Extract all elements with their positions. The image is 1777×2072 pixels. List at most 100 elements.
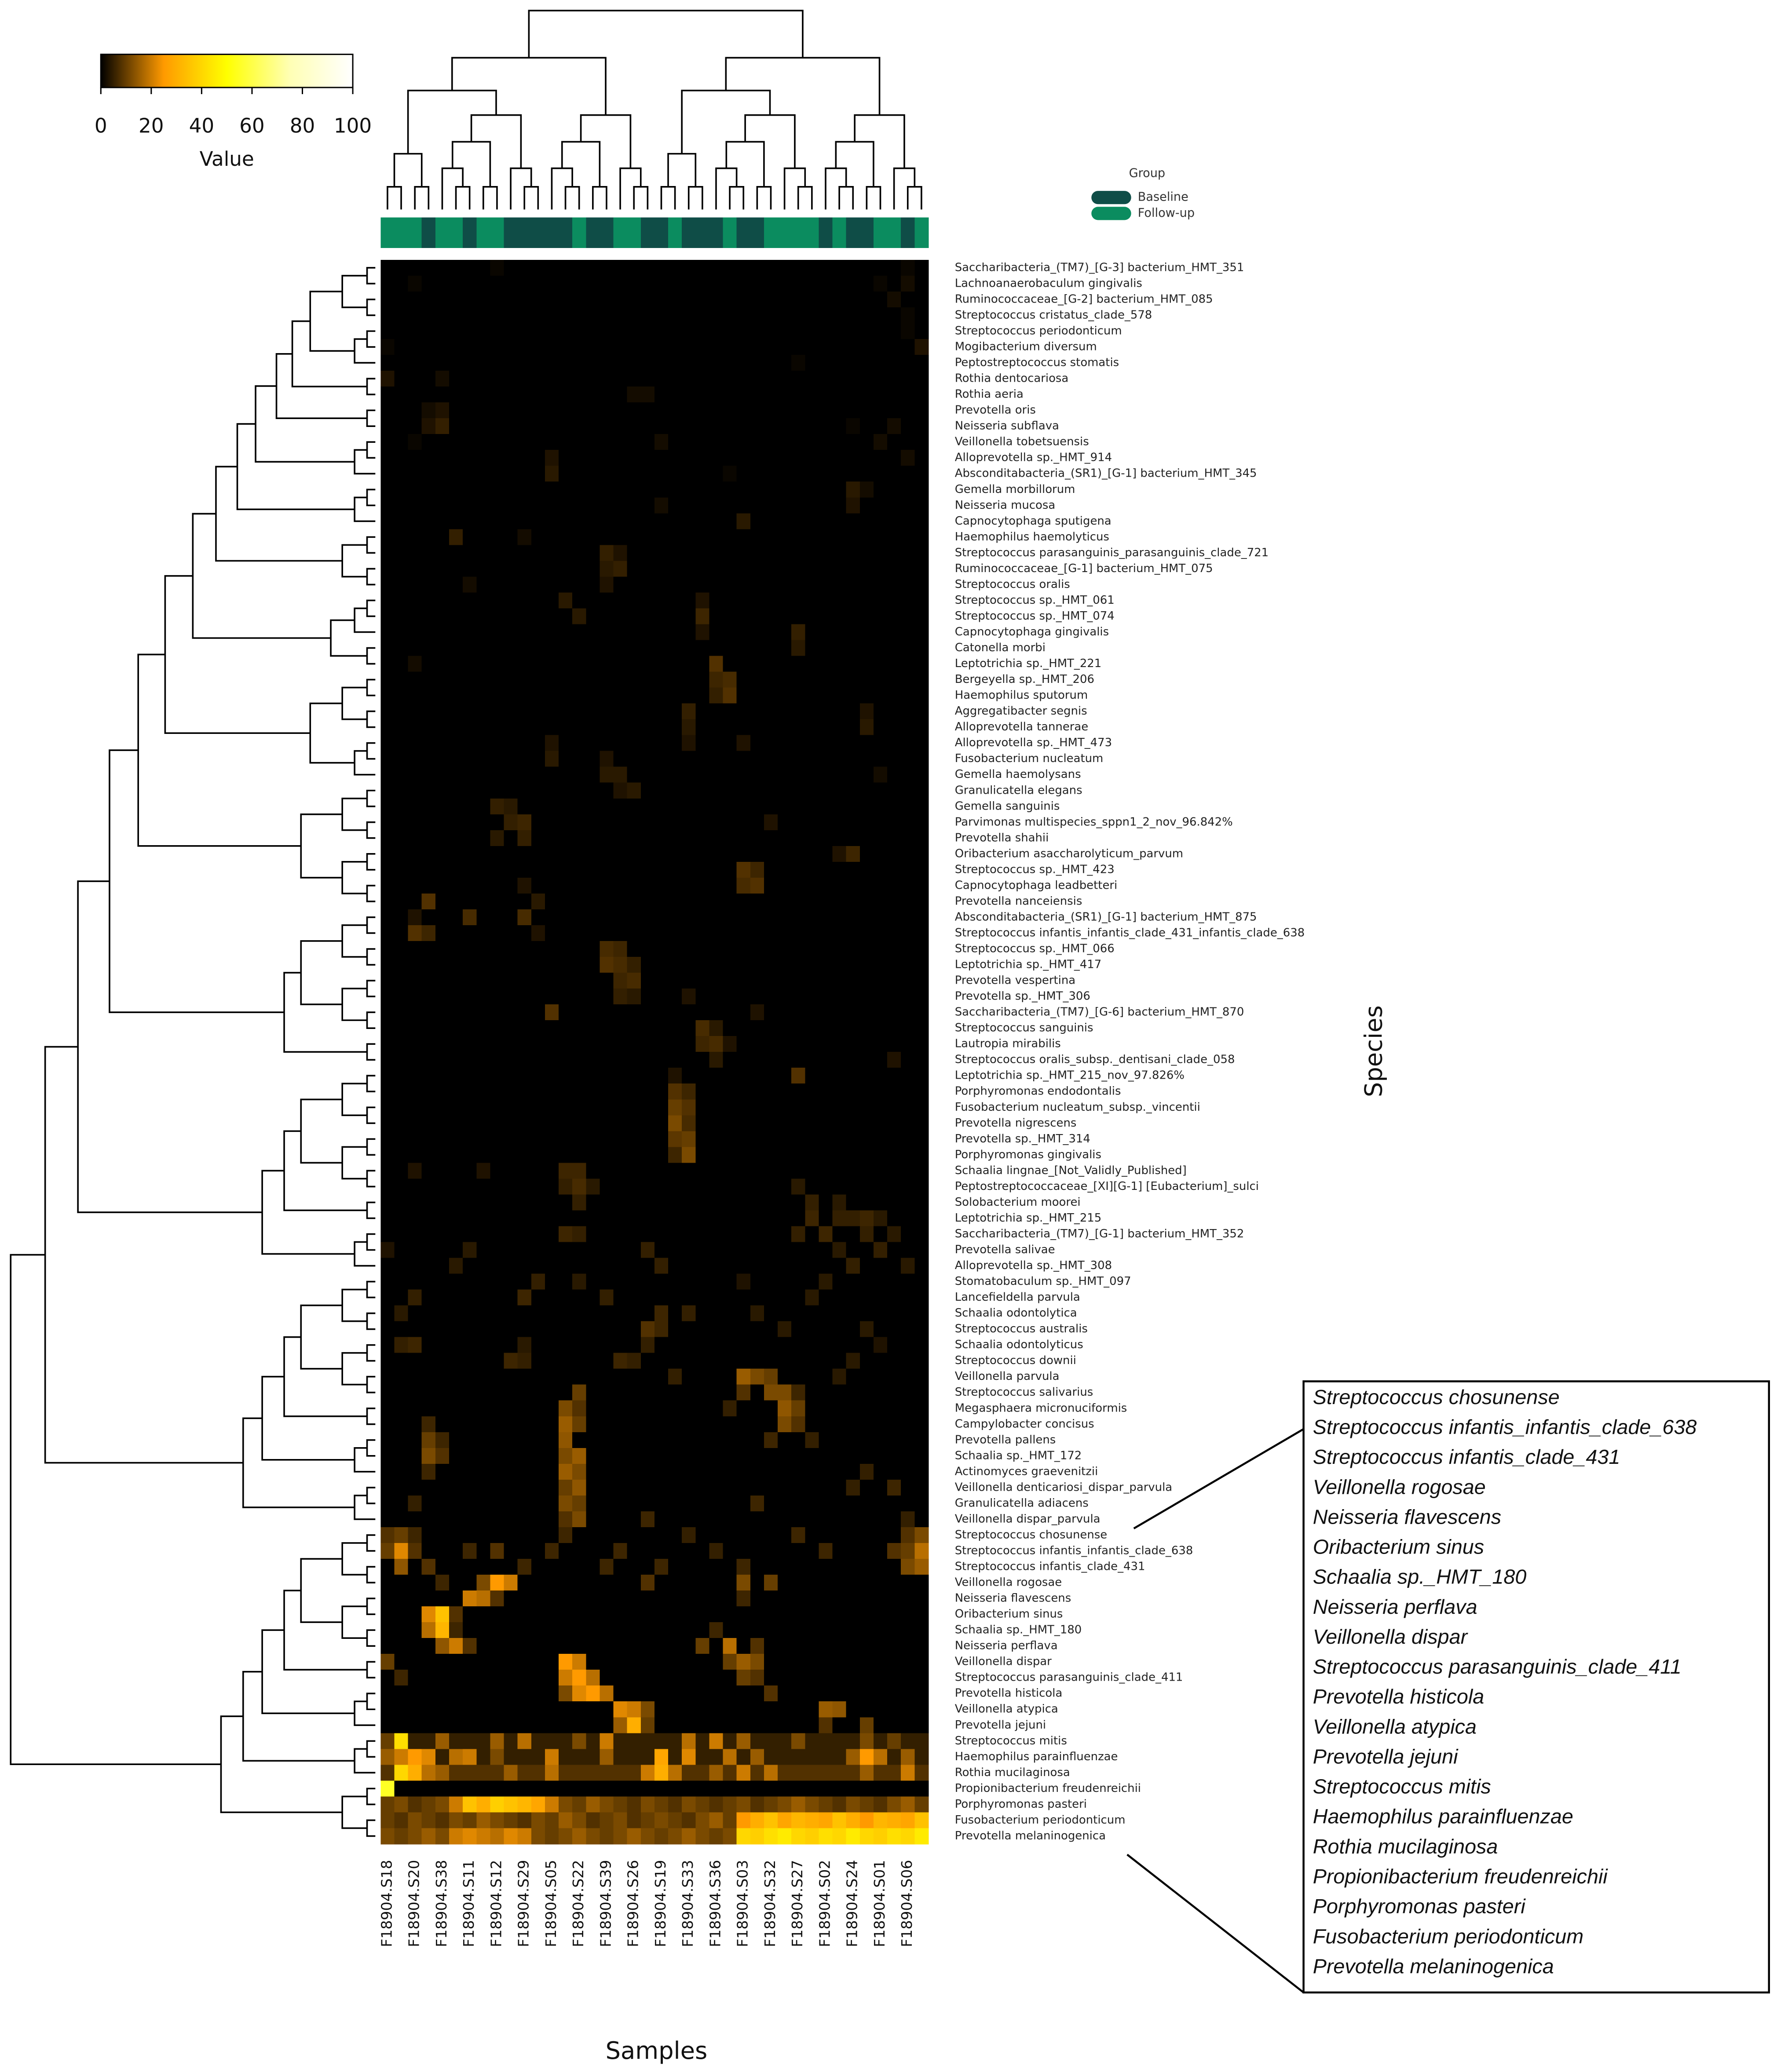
heatmap-cell [600,1273,614,1290]
heatmap-cell [463,735,477,751]
heatmap-cell [914,687,929,704]
heatmap-cell [750,1606,765,1623]
heatmap-cell [668,656,683,672]
heatmap-cell [914,798,929,815]
heatmap-cell [778,1511,792,1528]
heatmap-cell [640,1765,655,1781]
heatmap-cell [613,1384,628,1401]
heatmap-cell [873,1543,888,1560]
heatmap-cell [791,909,806,926]
heatmap-cell [750,1796,765,1813]
heatmap-cell [668,259,683,277]
heatmap-cell [640,973,655,989]
heatmap-cell [627,766,641,783]
heatmap-cell [859,339,874,356]
heatmap-cell [545,323,559,340]
heatmap-cell [695,592,710,609]
heatmap-cell [421,1685,436,1702]
heatmap-cell [668,291,683,308]
heatmap-cell [572,1654,587,1671]
dendrogram-branch [667,153,697,187]
heatmap-cell [640,1305,655,1322]
heatmap-cell [435,1527,450,1544]
heatmap-cell [380,307,395,324]
heatmap-cell [832,402,847,419]
heatmap-cell [640,450,655,467]
species-label: Veillonella dispar_parvula [955,1512,1101,1525]
dendrogram-branch [366,1201,376,1219]
heatmap-cell [778,1083,792,1100]
heatmap-cell [600,1622,614,1639]
heatmap-cell [394,1606,409,1623]
heatmap-cell [832,1432,847,1449]
heatmap-cell [408,1273,422,1290]
heatmap-cell [517,671,532,688]
heatmap-cell [545,259,559,277]
heatmap-cell [914,545,929,562]
heatmap-cell [682,434,696,451]
heatmap-cell [394,1004,409,1021]
heatmap-cell [778,402,792,419]
dendrogram-branch [366,489,376,507]
heatmap-cell [859,1828,874,1845]
dendrogram-branch [366,1661,376,1679]
heatmap-cell [504,371,518,387]
heatmap-cell [408,1258,422,1274]
heatmap-cell [778,497,792,514]
heatmap-cell [873,1670,888,1686]
heatmap-cell [421,1226,436,1243]
heatmap-cell [901,339,915,356]
heatmap-cell [559,1226,573,1243]
heatmap-cell [695,751,710,767]
heatmap-cell [517,1416,532,1433]
heatmap-cell [805,925,819,942]
heatmap-cell [435,1115,450,1132]
heatmap-cell [449,275,464,292]
heatmap-cell [408,387,422,403]
heatmap-cell [463,1559,477,1576]
heatmap-cell [846,925,861,942]
heatmap-cell [901,1068,915,1084]
heatmap-cell [531,466,546,482]
heatmap-cell [819,529,833,546]
heatmap-cell [449,1590,464,1607]
heatmap-cell [654,1400,669,1417]
heatmap-cell [559,735,573,751]
heatmap-cell [572,1780,587,1797]
heatmap-cell [723,1828,737,1845]
heatmap-cell [640,1131,655,1148]
heatmap-cell [736,1717,751,1734]
species-label: Fusobacterium periodonticum [955,1813,1126,1827]
heatmap-cell [846,1796,861,1813]
heatmap-cell [668,719,683,736]
heatmap-cell [723,1432,737,1449]
heatmap-cell [832,1575,847,1591]
dendrogram-branch [366,1787,376,1806]
species-label: Gemella haemolysans [955,768,1081,781]
heatmap-cell [380,450,395,467]
heatmap-cell [449,1163,464,1179]
heatmap-cell [832,434,847,451]
heatmap-cell [832,624,847,641]
heatmap-cell [764,482,779,498]
heatmap-cell [517,1321,532,1338]
heatmap-cell [463,1749,477,1766]
heatmap-cell [572,307,587,324]
heatmap-cell [791,735,806,751]
heatmap-cell [586,371,600,387]
heatmap-cell [613,1337,628,1353]
heatmap-cell [805,1163,819,1179]
heatmap-cell [476,1780,491,1797]
heatmap-cell [449,656,464,672]
heatmap-cell [668,418,683,435]
heatmap-cell [791,1353,806,1369]
heatmap-cell [654,656,669,672]
heatmap-cell [723,1796,737,1813]
heatmap-cell [805,640,819,657]
heatmap-cell [559,798,573,815]
heatmap-cell [572,687,587,704]
heatmap-cell [613,1733,628,1750]
heatmap-cell [873,656,888,672]
heatmap-cell [791,1258,806,1274]
heatmap-cell [517,323,532,340]
